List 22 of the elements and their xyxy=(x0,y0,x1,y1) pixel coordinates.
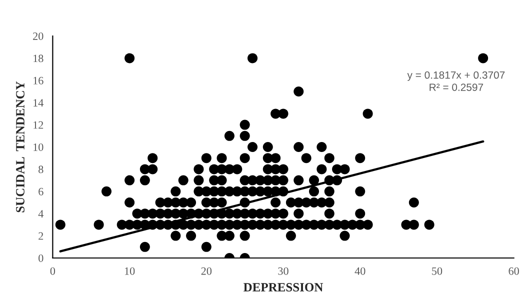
y-tick-label: 2 xyxy=(38,232,44,240)
y-axis-title: SUCIDAL TENDENCY xyxy=(16,81,24,212)
y-tick-label: 10 xyxy=(34,143,44,151)
x-tick-label: 60 xyxy=(508,267,519,275)
x-tick-label: 0 xyxy=(50,267,56,275)
y-tick-label: 12 xyxy=(34,121,44,129)
annotation: y = 0.1817x + 0.3707 xyxy=(407,71,505,81)
x-tick-label: 40 xyxy=(354,267,366,275)
x-tick-label: 10 xyxy=(124,267,135,275)
x-tick-label: 20 xyxy=(201,267,212,275)
x-tick-label: 30 xyxy=(278,267,288,275)
y-tick-label: 8 xyxy=(38,166,44,174)
y-tick-label: 14 xyxy=(34,99,44,106)
y-tick-label: 18 xyxy=(34,54,44,62)
y-tick-label: 4 xyxy=(38,210,44,218)
y-tick-label: 0 xyxy=(38,254,44,262)
y-tick-label: 16 xyxy=(34,76,44,84)
y-tick-label: 20 xyxy=(33,32,44,40)
x-axis-title: DEPRESSION xyxy=(244,283,324,292)
annotation: R² = 0.2597 xyxy=(430,84,484,91)
y-tick-label: 6 xyxy=(38,188,44,196)
x-tick-label: 50 xyxy=(432,267,442,275)
